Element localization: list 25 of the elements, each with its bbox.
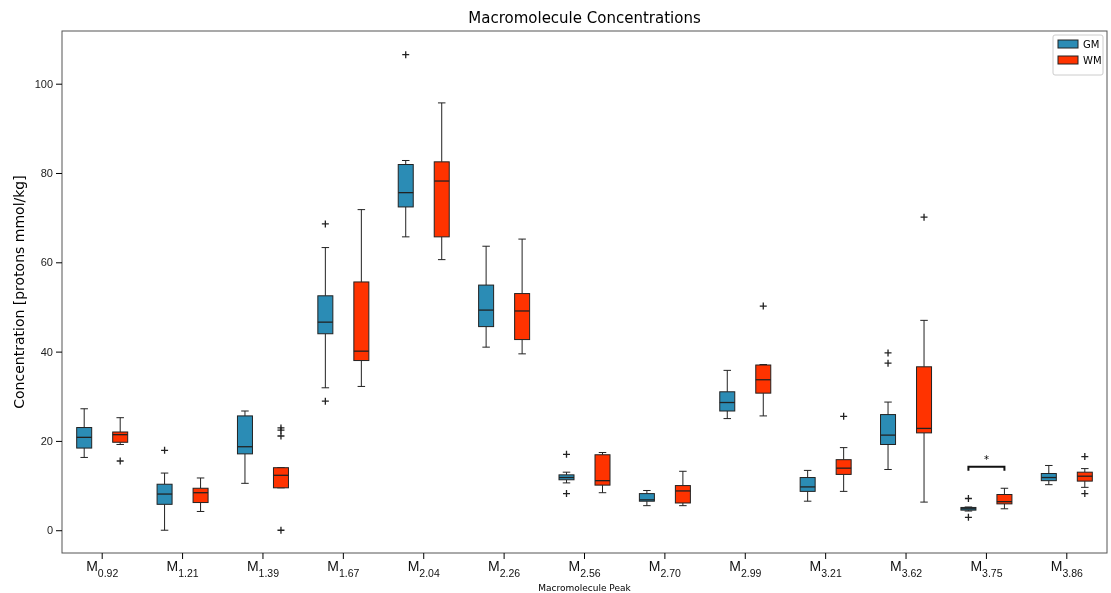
x-tick-label: M$_{2.99}$ <box>729 558 762 579</box>
y-tick-label: 100 <box>34 77 53 90</box>
x-axis-title: Macromolecule Peak <box>538 583 632 593</box>
legend-label: GM <box>1083 39 1100 50</box>
legend-label: WM <box>1083 55 1102 66</box>
x-tick-label: M$_{2.04}$ <box>407 558 440 579</box>
y-axis-title: Concentration [protons mmol/kg] <box>11 175 27 409</box>
x-tick-label: M$_{3.86}$ <box>1050 558 1084 579</box>
x-tick-label: M$_{0.92}$ <box>86 558 119 579</box>
annotation: * <box>983 453 989 465</box>
y-tick-label: 80 <box>40 167 53 180</box>
y-tick-label: 20 <box>40 434 53 447</box>
x-tick-label: M$_{1.21}$ <box>166 558 199 579</box>
y-tick-label: 40 <box>40 345 53 358</box>
x-tick-label: M$_{2.56}$ <box>568 558 601 579</box>
x-tick-label: M$_{1.39}$ <box>246 558 280 579</box>
x-tick-label: M$_{3.21}$ <box>809 558 842 579</box>
chart-title: Macromolecule Concentrations <box>468 9 701 27</box>
x-tick-label: M$_{1.67}$ <box>327 558 360 579</box>
x-tick-label: M$_{3.75}$ <box>970 558 1003 579</box>
x-tick-label: M$_{3.62}$ <box>889 558 923 579</box>
x-tick-label: M$_{2.26}$ <box>488 558 521 579</box>
y-tick-label: 60 <box>40 256 53 269</box>
y-tick-label: 0 <box>46 524 53 537</box>
x-tick-label: M$_{2.70}$ <box>648 558 682 579</box>
